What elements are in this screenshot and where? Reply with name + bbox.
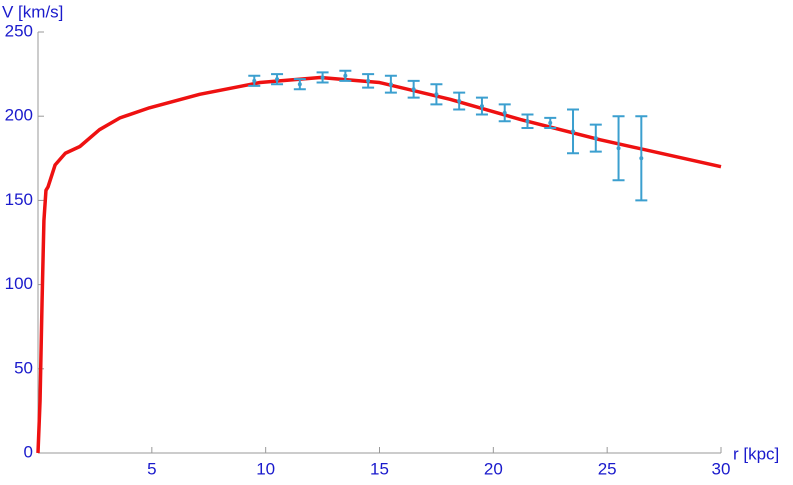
y-tick-label: 50: [14, 358, 33, 377]
x-tick-label: 25: [598, 459, 617, 478]
data-point: [479, 104, 484, 109]
data-point: [411, 87, 416, 92]
data-point: [366, 78, 371, 83]
x-tick-label: 20: [484, 459, 503, 478]
data-point: [571, 129, 576, 134]
data-point: [388, 82, 393, 87]
y-tick-label: 100: [5, 274, 33, 293]
x-tick-label: 5: [147, 459, 156, 478]
data-point: [639, 156, 644, 161]
data-point: [457, 99, 462, 104]
y-tick-label: 250: [5, 21, 33, 40]
data-point: [593, 136, 598, 141]
x-tick-label: 30: [712, 459, 731, 478]
data-point: [297, 82, 302, 87]
data-point: [275, 77, 280, 82]
x-axis-label: r [kpc]: [733, 444, 779, 463]
rotation-curve: [36, 75, 722, 454]
data-point: [616, 146, 621, 151]
y-axis-label: V [km/s]: [2, 2, 63, 21]
x-tick-label: 15: [370, 459, 389, 478]
data-point: [320, 75, 325, 80]
x-tick-label: 10: [256, 459, 275, 478]
data-point: [548, 120, 553, 125]
y-tick-label: 150: [5, 190, 33, 209]
y-tick-label: 0: [24, 442, 33, 461]
data-point: [525, 119, 530, 124]
data-point: [502, 110, 507, 115]
data-point: [434, 92, 439, 97]
data-point: [343, 73, 348, 78]
data-point: [252, 78, 257, 83]
y-tick-label: 200: [5, 106, 33, 125]
